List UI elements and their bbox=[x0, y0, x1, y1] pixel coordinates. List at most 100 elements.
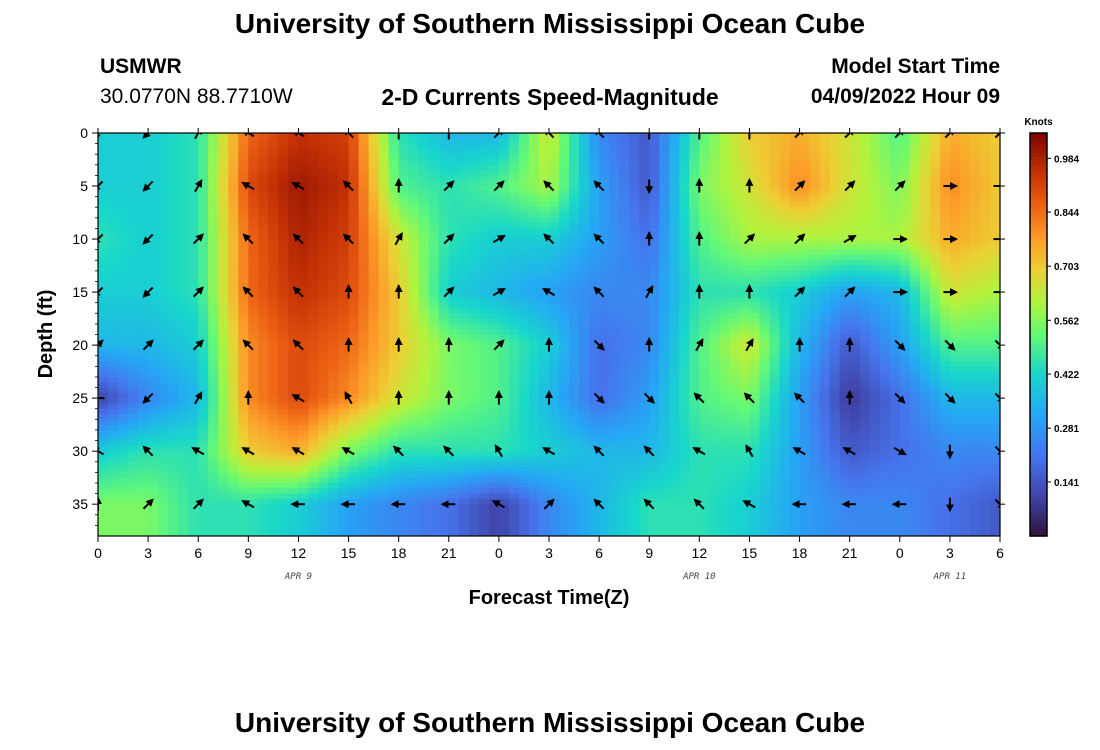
heatmap-cell bbox=[408, 398, 420, 405]
heatmap-cell bbox=[679, 366, 690, 373]
heatmap-cell bbox=[328, 196, 340, 203]
heatmap-cell bbox=[899, 186, 911, 192]
heatmap-cell bbox=[328, 382, 340, 389]
heatmap-cell bbox=[779, 355, 791, 362]
heatmap-cell bbox=[408, 313, 420, 320]
heatmap-cell bbox=[779, 339, 791, 346]
heatmap-cell bbox=[188, 249, 199, 256]
heatmap-cell bbox=[749, 350, 761, 357]
heatmap-cell bbox=[218, 223, 229, 230]
heatmap-cell bbox=[228, 260, 239, 267]
heatmap-cell bbox=[949, 223, 961, 230]
heatmap-cell bbox=[719, 408, 730, 415]
heatmap-cell bbox=[418, 233, 430, 240]
heatmap-cell bbox=[759, 414, 771, 420]
heatmap-cell bbox=[318, 159, 330, 166]
heatmap-cell bbox=[288, 276, 300, 283]
heatmap-cell bbox=[749, 408, 761, 415]
heatmap-cell bbox=[528, 313, 540, 320]
heatmap-cell bbox=[178, 260, 189, 267]
heatmap-cell bbox=[629, 334, 640, 341]
heatmap-cell bbox=[118, 313, 129, 320]
heatmap-cell bbox=[649, 361, 660, 367]
heatmap-cell bbox=[979, 376, 991, 383]
heatmap-cell bbox=[508, 376, 520, 383]
heatmap-cell bbox=[448, 270, 460, 277]
heatmap-cell bbox=[358, 201, 370, 208]
heatmap-cell bbox=[158, 334, 169, 341]
heatmap-cell bbox=[679, 313, 690, 320]
heatmap-cell bbox=[358, 233, 370, 240]
heatmap-cell bbox=[308, 148, 320, 155]
heatmap-cell bbox=[98, 260, 109, 267]
heatmap-cell bbox=[899, 217, 911, 224]
heatmap-cell bbox=[829, 186, 841, 192]
heatmap-cell bbox=[709, 175, 720, 182]
heatmap-cell bbox=[759, 228, 771, 235]
heatmap-cell bbox=[589, 154, 600, 161]
heatmap-cell bbox=[669, 403, 680, 410]
heatmap-cell bbox=[919, 292, 931, 298]
heatmap-cell bbox=[589, 223, 600, 230]
heatmap-cell bbox=[498, 366, 510, 373]
heatmap-cell bbox=[308, 323, 320, 330]
heatmap-cell bbox=[98, 424, 109, 431]
heatmap-cell bbox=[128, 323, 139, 330]
heatmap-cell bbox=[609, 180, 620, 187]
heatmap-cell bbox=[188, 419, 199, 426]
heatmap-cell bbox=[438, 408, 450, 415]
heatmap-cell bbox=[579, 350, 590, 357]
heatmap-cell bbox=[258, 403, 269, 410]
heatmap-cell bbox=[328, 387, 340, 394]
heatmap-cell bbox=[749, 366, 761, 373]
heatmap-cell bbox=[408, 297, 420, 304]
heatmap-cell bbox=[238, 355, 249, 362]
heatmap-cell bbox=[919, 334, 931, 341]
heatmap-cell bbox=[98, 270, 109, 277]
heatmap-cell bbox=[659, 265, 670, 272]
heatmap-cell bbox=[498, 249, 510, 256]
heatmap-cell bbox=[789, 419, 801, 426]
heatmap-cell bbox=[859, 191, 871, 198]
heatmap-cell bbox=[438, 260, 450, 267]
heatmap-cell bbox=[138, 265, 149, 272]
heatmap-cell bbox=[138, 170, 149, 177]
heatmap-cell bbox=[298, 292, 310, 298]
heatmap-cell bbox=[348, 180, 360, 187]
heatmap-cell bbox=[428, 313, 440, 320]
heatmap-cell bbox=[759, 175, 771, 182]
heatmap-cell bbox=[639, 138, 650, 145]
heatmap-cell bbox=[639, 318, 650, 325]
heatmap-cell bbox=[138, 382, 149, 389]
heatmap-cell bbox=[118, 191, 129, 198]
heatmap-cell bbox=[569, 170, 580, 177]
heatmap-cell bbox=[238, 133, 249, 139]
heatmap-cell bbox=[188, 191, 199, 198]
heatmap-cell bbox=[538, 382, 550, 389]
heatmap-cell bbox=[859, 249, 871, 256]
heatmap-cell bbox=[749, 355, 761, 362]
heatmap-cell bbox=[148, 361, 159, 367]
heatmap-cell bbox=[549, 361, 560, 367]
heatmap-cell bbox=[899, 371, 911, 378]
heatmap-cell bbox=[959, 186, 971, 192]
heatmap-cell bbox=[699, 148, 710, 155]
heatmap-cell bbox=[879, 297, 891, 304]
heatmap-cell bbox=[589, 345, 600, 352]
heatmap-cell bbox=[388, 265, 400, 272]
heatmap-cell bbox=[508, 133, 520, 139]
heatmap-cell bbox=[418, 419, 430, 426]
heatmap-cell bbox=[729, 387, 741, 394]
heatmap-cell bbox=[649, 339, 660, 346]
heatmap-cell bbox=[719, 334, 730, 341]
heatmap-cell bbox=[388, 138, 400, 145]
heatmap-cell bbox=[158, 419, 169, 426]
heatmap-cell bbox=[799, 276, 811, 283]
heatmap-cell bbox=[428, 387, 440, 394]
heatmap-cell bbox=[458, 191, 470, 198]
heatmap-cell bbox=[929, 186, 941, 192]
heatmap-cell bbox=[358, 392, 370, 399]
heatmap-cell bbox=[418, 313, 430, 320]
heatmap-cell bbox=[909, 403, 921, 410]
heatmap-cell bbox=[929, 323, 941, 330]
